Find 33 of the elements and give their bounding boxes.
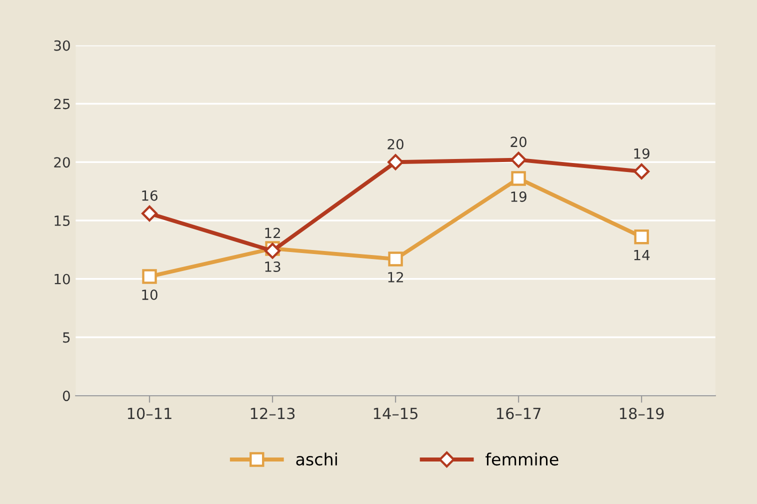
x-tick-label: 18–19 [620,408,664,420]
data-label: 13 [265,261,280,272]
y-tick-label: 20 [54,157,70,168]
point [388,252,403,266]
point [388,154,404,170]
data-label: 16 [142,190,158,201]
legend-label: aschi [296,452,337,466]
y-tick-label: 10 [54,274,70,284]
x-tick-label: 14–15 [374,408,418,420]
legend-label: femmine [486,452,558,466]
y-tick-label: 25 [54,98,70,110]
point [142,206,158,222]
point [264,242,281,259]
y-tick-label: 0 [62,390,70,402]
data-label: 12 [265,228,280,238]
data-label: 20 [510,136,526,148]
y-tick-label: 30 [54,40,70,51]
x-tick-label: 16–17 [496,408,540,420]
point [634,163,650,180]
point [510,152,527,168]
data-label: 19 [634,148,650,159]
point [511,171,526,186]
data-label: 20 [388,138,404,150]
y-tick-label: 5 [63,332,70,343]
x-tick-label: 10–11 [128,408,172,420]
x-tick-label: 12–13 [250,408,295,420]
data-label: 12 [388,272,403,282]
data-label: 14 [634,250,650,260]
y-tick-label: 15 [54,216,70,226]
point [142,269,157,284]
point [634,229,649,244]
data-label: 10 [142,290,158,300]
data-label: 19 [511,191,526,202]
